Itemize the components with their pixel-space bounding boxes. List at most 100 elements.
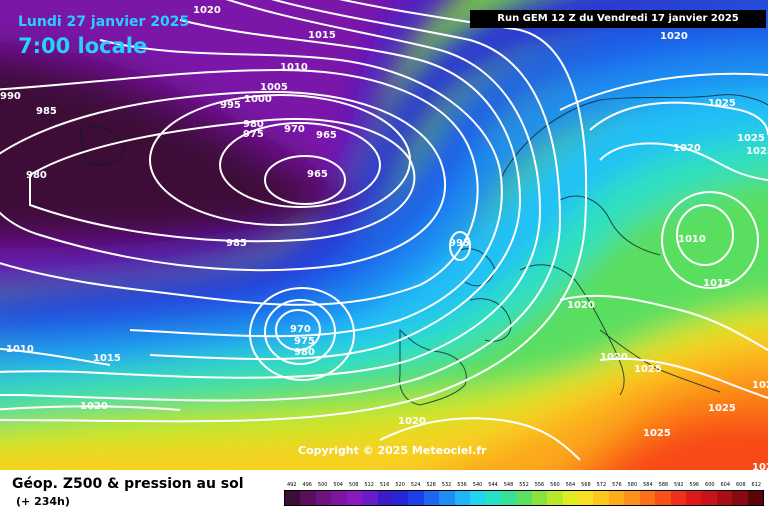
isobar-label: 985 [226, 238, 247, 249]
scale-swatch [516, 491, 532, 505]
scale-swatch [485, 491, 501, 505]
scale-tick-label: 504 [333, 482, 343, 488]
isobar-995-small [449, 231, 471, 261]
scale-swatch [315, 491, 332, 505]
isobar-1010-east [676, 204, 734, 266]
color-scale-bar [284, 490, 764, 506]
isobar-965 [264, 155, 346, 205]
color-scale-ticks: 492 496 500 504 508 512 516 520 524 528 532 536 540 5… [284, 481, 764, 489]
scale-swatch [439, 491, 455, 505]
scale-tick-label: 496 [302, 482, 312, 488]
isobar-label: 1020 [567, 300, 595, 311]
lead-time: (+ 234h) [16, 495, 70, 508]
scale-swatch [470, 491, 486, 505]
isobar-label: 1020 [80, 401, 108, 412]
scale-tick-label: 576 [612, 482, 622, 488]
isobar-label: 1025 [643, 428, 671, 439]
isobar-label: 985 [36, 106, 57, 117]
isobar-1005 [0, 0, 542, 379]
isobar-970 [219, 122, 381, 208]
isobar-990 [0, 68, 479, 306]
isobar-label: 995 [220, 100, 241, 111]
isobar-label: 1020 [193, 5, 221, 16]
scale-tick-label: 556 [534, 482, 545, 488]
scale-tick-label: 528 [426, 482, 436, 488]
isobar-label: 1025 [746, 146, 768, 157]
isobar-1010-west [0, 347, 111, 366]
isobar-label: 1025 [634, 364, 662, 375]
isobar-label: 1010 [678, 234, 706, 245]
scale-swatch [608, 491, 625, 505]
isobar-1020-south [559, 294, 768, 351]
isobar-label: 1020 [673, 143, 701, 154]
isobar-label: 1010 [6, 344, 34, 355]
scale-swatch [655, 491, 671, 505]
isobar-label: 965 [316, 130, 337, 141]
scale-swatch [285, 491, 301, 505]
scale-tick-label: 520 [395, 482, 405, 488]
isobar-label: 975 [243, 129, 264, 140]
scale-tick-label: 596 [689, 482, 700, 488]
isobar-label: 1010 [280, 62, 308, 73]
geopotential-field [0, 0, 768, 470]
isobar-label: 1020 [398, 416, 426, 427]
scale-swatch [747, 491, 764, 505]
isobar-label: 965 [307, 169, 328, 180]
scale-swatch [454, 491, 471, 505]
isobar-label: 980 [294, 347, 315, 358]
scale-tick-label: 512 [364, 482, 374, 488]
model-run-banner: Run GEM 12 Z du Vendredi 17 janvier 2025 [470, 10, 766, 28]
scale-tick-label: 608 [735, 482, 746, 488]
scale-swatch [362, 491, 378, 505]
copyright-notice: Copyright © 2025 Meteociel.fr [298, 444, 487, 457]
scale-tick-label: 500 [317, 482, 328, 488]
scale-swatch [423, 491, 440, 505]
isobar-1020-north [559, 72, 768, 111]
isobar-label: 1020 [752, 380, 768, 391]
scale-tick-label: 508 [348, 482, 359, 488]
scale-swatch [408, 491, 424, 505]
scale-swatch [578, 491, 594, 505]
scale-tick-label: 604 [720, 482, 731, 488]
isobar-label: 970 [290, 324, 311, 335]
scale-tick-label: 492 [286, 482, 297, 488]
scale-swatch [331, 491, 347, 505]
isobar-980-low2 [249, 287, 355, 381]
scale-swatch [562, 491, 579, 505]
scale-swatch [593, 491, 609, 505]
scale-swatch [670, 491, 686, 505]
legend-title: Géop. Z500 & pression au sol [12, 476, 244, 492]
isobar-1020-mid [599, 142, 768, 181]
scale-tick-label: 580 [627, 482, 638, 488]
z500-color-bands [0, 0, 768, 470]
isobar-1025-south [599, 357, 768, 399]
isobar-1000 [149, 19, 522, 361]
scale-tick-label: 544 [488, 482, 498, 488]
scale-tick-label: 532 [441, 482, 452, 488]
scale-tick-label: 592 [674, 482, 684, 488]
isobar-975-low2 [264, 299, 336, 365]
scale-tick-label: 552 [519, 482, 529, 488]
scale-swatch [500, 491, 517, 505]
scale-tick-label: 536 [457, 482, 467, 488]
map-canvas: 1020 1015 1010 1005 1000 995 990 985 980… [0, 0, 768, 470]
isobar-label: 1025 [752, 462, 768, 470]
isobar-label: 980 [26, 170, 47, 181]
scale-swatch [531, 491, 548, 505]
scale-swatch [639, 491, 656, 505]
isobar-label: 1000 [244, 94, 272, 105]
isobar-985 [0, 90, 446, 272]
scale-tick-label: 584 [643, 482, 653, 488]
scale-tick-label: 540 [472, 482, 483, 488]
scale-swatch [624, 491, 640, 505]
isobar-label: 1015 [703, 278, 731, 289]
isobar-980 [29, 118, 416, 243]
isobar-label: 1020 [600, 352, 628, 363]
forecast-time: 7:00 locale [18, 34, 148, 58]
isobar-label: 1025 [708, 98, 736, 109]
isobar-label: 975 [294, 336, 315, 347]
scale-tick-label: 564 [565, 482, 576, 488]
scale-tick-label: 588 [658, 482, 669, 488]
isobar-label: 1020 [660, 31, 688, 42]
